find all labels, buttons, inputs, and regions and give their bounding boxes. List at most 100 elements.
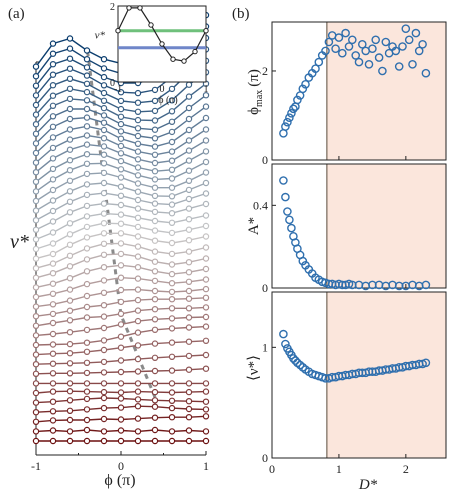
inset-point xyxy=(170,56,176,62)
panel-a-point xyxy=(134,156,142,163)
panel-a-point xyxy=(66,105,74,113)
scatter-point xyxy=(394,62,404,71)
panel-a-point xyxy=(202,103,210,110)
panel-a-point xyxy=(117,427,125,434)
panel-a-point xyxy=(134,148,142,155)
panel-a-point xyxy=(66,360,74,367)
panel-a-point xyxy=(151,107,159,115)
scatter-point xyxy=(311,64,320,73)
scatter-point xyxy=(398,42,407,51)
scatter-point xyxy=(285,113,294,122)
panel-a-point xyxy=(32,168,40,176)
panel-a-point xyxy=(185,236,193,244)
panel-a-point xyxy=(49,134,57,141)
scatter-point xyxy=(341,28,350,38)
panel-a-point xyxy=(49,319,57,327)
panel-a-point xyxy=(151,414,159,421)
scatter-point xyxy=(364,60,374,69)
panel-a-point xyxy=(66,428,74,435)
panel-a-x-tick-label: 1 xyxy=(203,459,209,473)
shaded-region xyxy=(326,164,446,288)
panel-a-point xyxy=(134,180,142,187)
panel-a-point xyxy=(151,237,159,244)
panel-a-point xyxy=(185,405,193,413)
panel-a-point xyxy=(83,213,91,220)
panel-a-point xyxy=(134,415,142,422)
panel-a-point xyxy=(100,388,108,396)
panel-a-point xyxy=(185,186,193,194)
inset-y-tick-label: 0 xyxy=(110,78,115,89)
panel-a-point xyxy=(168,325,176,332)
scatter-point xyxy=(281,339,290,349)
panel-a-point xyxy=(49,186,57,194)
scatter-point xyxy=(298,84,308,94)
panel-a-point xyxy=(151,86,159,94)
panel-a-point xyxy=(32,428,40,435)
y-tick-label: 0.4 xyxy=(253,198,268,212)
panel-a-point xyxy=(151,135,159,142)
inset-point xyxy=(115,28,121,34)
panel-a-point xyxy=(134,214,142,221)
panel-a-point xyxy=(100,73,108,81)
scatter-point xyxy=(281,192,290,202)
scatter-point xyxy=(285,215,294,225)
panel-a-point xyxy=(100,369,108,376)
panel-a-point xyxy=(185,269,193,276)
panel-a-point xyxy=(66,437,74,445)
panel-a-point xyxy=(66,388,74,395)
panel-a-point xyxy=(202,285,210,293)
scatter-point xyxy=(283,207,292,216)
panel-a-point xyxy=(49,437,57,445)
panel-a-point xyxy=(100,289,108,296)
scatter-point xyxy=(279,329,288,339)
panel-a-point xyxy=(151,184,159,191)
panel-a-point xyxy=(49,388,57,395)
panel-a-point xyxy=(117,321,125,328)
panel-a-point xyxy=(202,222,210,230)
panel-a-point xyxy=(151,159,159,167)
panel-a-point xyxy=(100,200,108,207)
scatter-point xyxy=(314,57,324,67)
panel-a-point xyxy=(83,234,91,241)
panel-a-point xyxy=(117,437,125,445)
panel-a-point xyxy=(134,99,142,106)
panel-a-point xyxy=(83,160,91,167)
panel-a-point xyxy=(83,348,91,355)
scatter-point xyxy=(418,40,427,49)
panel-a-point xyxy=(134,396,142,403)
panel-a-point xyxy=(117,220,125,227)
panel-a-point xyxy=(66,317,74,324)
panel-a-point xyxy=(185,388,193,396)
panel-a-point xyxy=(185,287,193,295)
panel-a-point xyxy=(151,176,159,183)
panel-a-point xyxy=(100,264,108,271)
panel-a-point xyxy=(168,288,176,296)
scatter-point xyxy=(344,42,354,51)
panel-a-point xyxy=(32,63,40,70)
panel-a-point xyxy=(100,346,108,354)
inset-ylabel: ν* xyxy=(95,30,106,42)
inset-point xyxy=(203,28,209,34)
scatter-point xyxy=(408,60,417,69)
panel-a-point xyxy=(117,142,125,150)
panel-a-point xyxy=(83,339,91,346)
panel-a-point xyxy=(134,428,142,435)
panel-a-point xyxy=(32,255,40,262)
panel-a-point xyxy=(202,200,210,208)
panel-a-point xyxy=(49,102,57,110)
scatter-point xyxy=(289,104,298,114)
panel-a-point xyxy=(168,128,176,136)
scatter-point xyxy=(331,44,340,54)
panel-a-point xyxy=(151,192,159,200)
panel-a-point xyxy=(49,310,57,318)
panel-a-point xyxy=(83,56,91,63)
panel-a-point xyxy=(66,209,74,216)
panel-a-point xyxy=(83,416,91,424)
panel-a-point xyxy=(83,88,91,96)
panel-a-point xyxy=(100,240,108,247)
panel-a-point xyxy=(168,157,176,164)
panel-a-point xyxy=(151,287,159,295)
panel-a-point xyxy=(117,395,125,402)
panel-a-point xyxy=(185,352,193,360)
